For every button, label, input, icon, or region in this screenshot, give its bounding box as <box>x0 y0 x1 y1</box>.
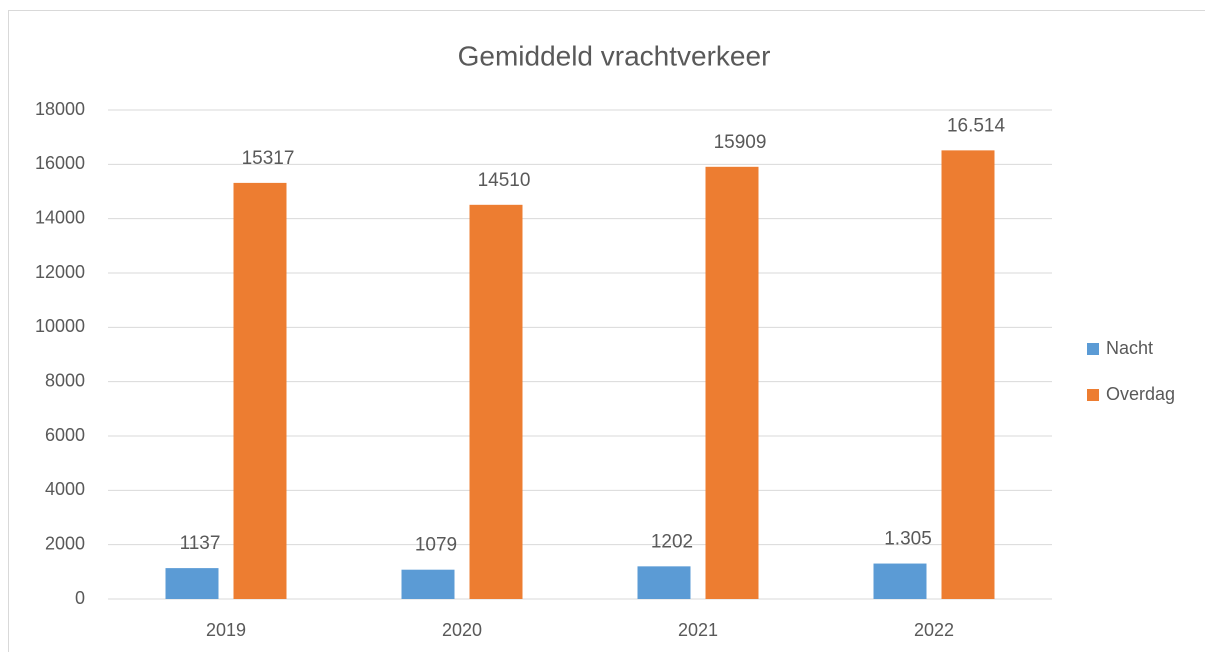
data-label: 14510 <box>478 170 531 191</box>
bar <box>233 182 287 599</box>
data-label: 1079 <box>415 535 457 556</box>
data-label: 1202 <box>651 531 693 552</box>
bar <box>705 166 759 600</box>
data-label: 15317 <box>242 148 295 169</box>
data-label: 16.514 <box>947 115 1006 136</box>
x-tick-label: 2021 <box>678 620 718 640</box>
bar <box>941 150 995 599</box>
x-tick-label: 2022 <box>914 620 954 640</box>
data-label: 1137 <box>180 533 221 554</box>
y-tick-label: 4000 <box>45 479 85 499</box>
y-tick-label: 0 <box>75 588 85 608</box>
y-tick-label: 2000 <box>45 533 85 553</box>
y-tick-label: 16000 <box>35 153 85 173</box>
bar <box>165 568 219 599</box>
data-label: 15909 <box>714 132 767 153</box>
x-tick-label: 2020 <box>442 620 482 640</box>
bar <box>873 563 927 599</box>
y-tick-label: 8000 <box>45 370 85 390</box>
chart-title: Gemiddeld vrachtverkeer <box>458 40 771 71</box>
y-tick-label: 12000 <box>35 262 85 282</box>
y-tick-label: 18000 <box>35 99 85 119</box>
legend-label: Nacht <box>1106 338 1153 358</box>
bar <box>401 569 455 599</box>
legend-label: Overdag <box>1106 384 1175 404</box>
data-label: 1.305 <box>884 529 932 550</box>
chart-border <box>8 10 1205 652</box>
x-tick-label: 2019 <box>206 620 246 640</box>
legend-swatch <box>1087 389 1099 401</box>
y-tick-label: 14000 <box>35 207 85 227</box>
bar <box>469 204 523 600</box>
y-tick-label: 6000 <box>45 425 85 445</box>
y-tick-label: 10000 <box>35 316 85 336</box>
legend-swatch <box>1087 343 1099 355</box>
bar <box>637 566 691 599</box>
